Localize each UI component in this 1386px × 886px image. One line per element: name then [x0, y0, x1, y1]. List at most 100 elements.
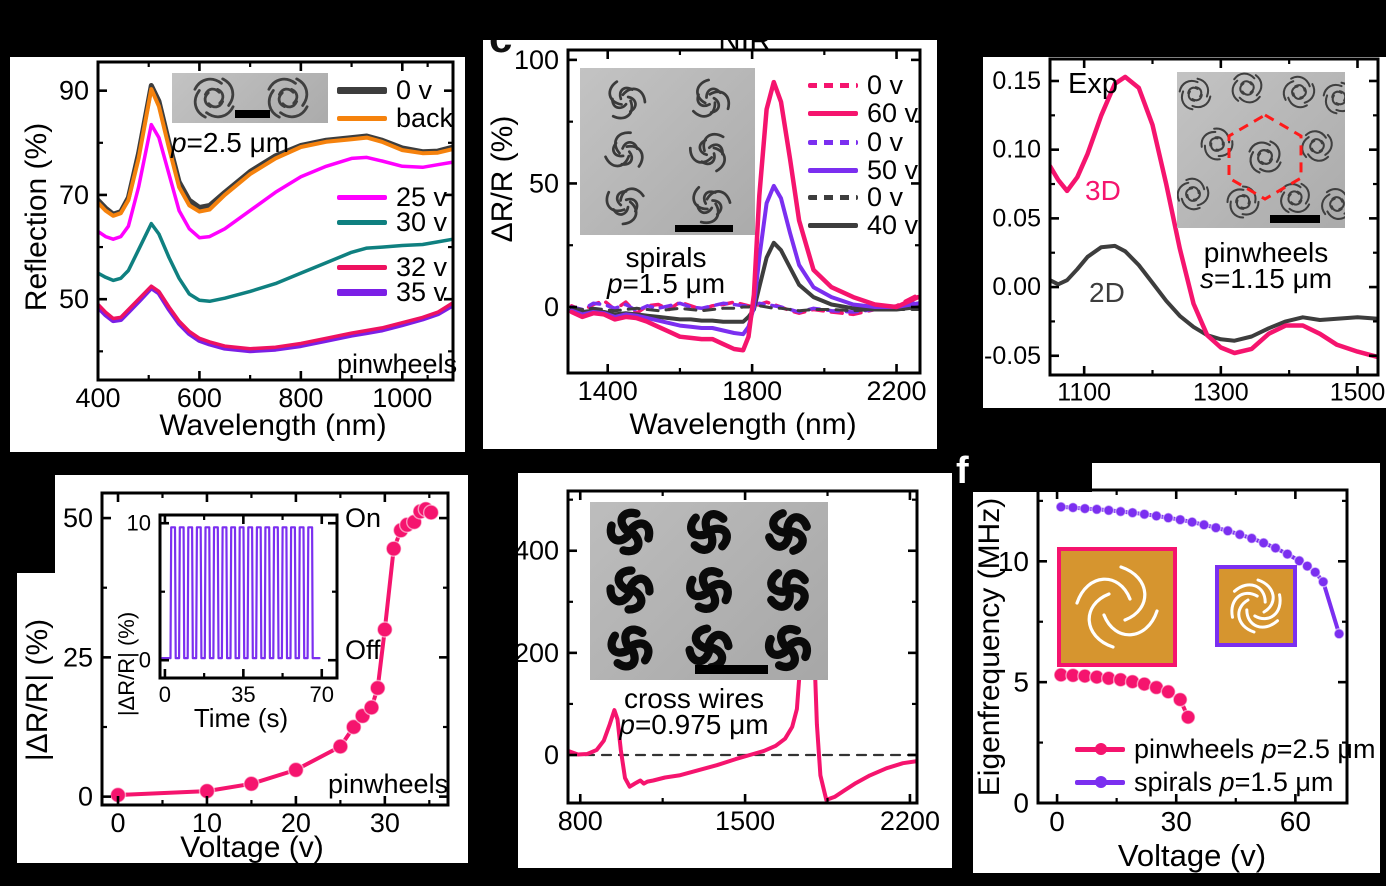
panel-top-right: 1100 1300 1500 -0.05 0.00 0.05 0.10 0.15 Exp 3D…	[983, 57, 1386, 408]
data-point	[1246, 532, 1258, 545]
legend-marker-dot	[1095, 775, 1107, 788]
series-3d	[1049, 74, 1379, 360]
x-axis-label: Voltage (v)	[1117, 838, 1267, 873]
panel-letter-f: f	[956, 450, 969, 492]
panel-a: 400 600 800 1000 50 70 90 Reflection (%) Wavel…	[10, 57, 465, 452]
legend-item-25v: 25 v	[337, 181, 448, 212]
plot-border	[566, 489, 919, 805]
legend-item-pinwheels: pinwheels p=2.5 μm	[1075, 734, 1375, 764]
legend-swatch	[1075, 775, 1125, 788]
series-60-v	[569, 79, 921, 353]
y-tick-label: 0.00	[992, 273, 1041, 301]
data-point	[1160, 684, 1177, 700]
data-point	[1281, 548, 1294, 560]
legend-item-50v: 50 v	[808, 154, 919, 185]
legend-swatch	[337, 194, 387, 200]
legend-item-35v: 35 v	[337, 277, 447, 307]
spiral-sem-glyphs	[593, 74, 737, 231]
data-point	[1269, 542, 1282, 554]
x-axis-label: Wavelength (nm)	[159, 409, 387, 442]
legend-item-40v: 40 v	[808, 210, 918, 240]
legend-item-60v: 60 v	[808, 98, 918, 128]
legend-swatch	[808, 222, 858, 228]
x-tick-label: 60	[1280, 806, 1311, 837]
series-30-v	[97, 221, 454, 304]
x-tick-label: 800	[558, 806, 603, 836]
legend-swatch	[808, 194, 858, 200]
y-tick-label: 10	[127, 511, 151, 536]
panel-d-ylabel-bg	[17, 573, 55, 863]
pinwheel-icon-box	[1057, 547, 1177, 667]
series-on-off-switching	[161, 526, 321, 660]
panel-f-corner-notch	[973, 463, 1092, 492]
data-point	[376, 621, 393, 638]
legend-swatch	[337, 264, 387, 270]
data-point	[1222, 525, 1234, 537]
data-point	[1091, 503, 1103, 515]
x-tick-label: 35	[231, 682, 255, 707]
on-label: On	[345, 503, 382, 533]
exp-label: Exp	[1068, 68, 1118, 100]
x-tick-label: 20	[281, 808, 311, 838]
legend-label: 25 v	[396, 181, 448, 212]
legend-item-spirals: spirals p=1.5 μm	[1075, 767, 1333, 797]
legend-item-32v: 32 v	[337, 251, 448, 282]
legend-item-0v-pink: 0 v	[808, 70, 903, 100]
legend-item-0v: 0 v	[337, 74, 433, 105]
x-tick-label: 0	[159, 682, 171, 707]
y-axis-label: Reflection (%)	[20, 122, 53, 312]
data-point	[1174, 514, 1186, 526]
y-tick-label: -0.05	[984, 342, 1041, 370]
x-tick-label: 70	[310, 682, 334, 707]
legend-label: 50 v	[867, 154, 919, 185]
eigenfrequency-chart: 0 30 60 0 5 10	[998, 488, 1349, 837]
x-tick-label: 1400	[578, 376, 638, 406]
data-point	[345, 718, 362, 736]
panel-f: 0 30 60 0 5 10 Eigenfrequency (MHz) Voltage (…	[973, 463, 1380, 873]
x-tick-label: 30	[1161, 806, 1192, 837]
data-point	[1162, 512, 1175, 524]
delta-rr-chart: 1400 1800 2200 0 50 100	[514, 45, 927, 406]
data-point	[1102, 504, 1115, 516]
legend-item-back: back	[337, 103, 453, 133]
y-tick-label: 25	[63, 642, 93, 672]
sem-inset-spirals	[580, 68, 755, 235]
legend-swatch	[337, 288, 387, 296]
scale-bar	[1270, 215, 1320, 223]
legend-swatch	[337, 86, 387, 94]
y-tick-label: 10	[998, 546, 1029, 577]
spiral-icon-box	[1215, 565, 1297, 647]
y-tick-label: 0.10	[992, 136, 1041, 164]
spiral-icon	[1230, 578, 1282, 634]
data-point	[363, 699, 380, 716]
data-point	[1055, 501, 1067, 513]
inset-x-axis-label: Time (s)	[193, 703, 289, 733]
inset-caption: s=1.15 μm	[1199, 263, 1333, 294]
sem-inset-cross-wires	[590, 502, 828, 680]
x-tick-label: 1300	[1193, 379, 1249, 407]
y-tick-label: 100	[514, 45, 559, 75]
series-25-v	[97, 122, 454, 241]
unit-cell-hexagon	[1227, 113, 1303, 201]
legend-swatch	[808, 82, 858, 88]
data-point	[385, 540, 402, 557]
legend-label: 32 v	[396, 251, 448, 282]
x-tick-label: 10	[192, 808, 222, 838]
x-tick-label: 1500	[715, 806, 775, 836]
data-point	[243, 775, 260, 792]
legend-label: 0 v	[396, 74, 433, 105]
inset-caption: p=1.5 μm	[606, 268, 726, 299]
y-axis-label: Eigenfrequency (MHz)	[973, 497, 1006, 797]
data-point	[1079, 502, 1091, 515]
exp-chart: 1100 1300 1500 -0.05 0.00 0.05 0.10 0.15	[984, 57, 1385, 407]
legend-label: pinwheels p=2.5 μm	[1134, 733, 1376, 764]
y-tick-label: 50	[529, 168, 559, 198]
data-point	[1301, 560, 1313, 572]
curve-label-2d: 2D	[1089, 277, 1125, 308]
legend-label: spirals p=1.5 μm	[1134, 766, 1334, 797]
data-point	[1186, 516, 1198, 528]
data-point	[1309, 566, 1321, 578]
plot-border	[158, 513, 339, 680]
